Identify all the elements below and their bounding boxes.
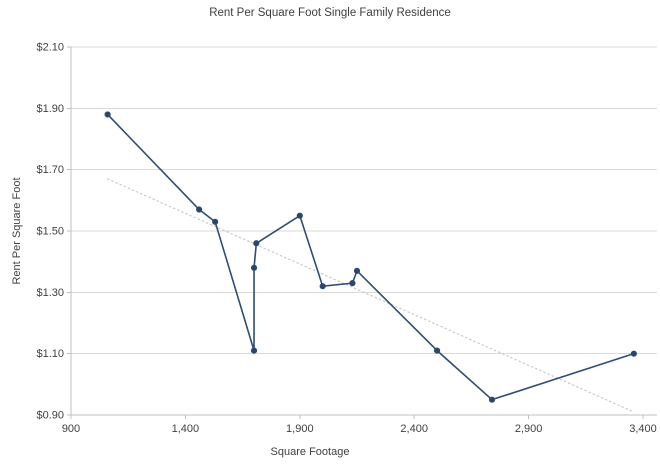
x-tick-label: 1,400	[172, 423, 200, 435]
chart-title: Rent Per Square Foot Single Family Resid…	[209, 7, 451, 19]
data-point	[196, 206, 203, 213]
y-tick-label: $0.90	[36, 410, 64, 422]
y-tick-label: $2.10	[36, 42, 64, 54]
y-tick-label: $1.70	[36, 164, 64, 176]
data-point	[319, 283, 326, 290]
trendline	[107, 178, 635, 413]
data-point	[630, 350, 637, 357]
data-point	[296, 212, 303, 219]
data-point	[212, 218, 219, 225]
data-point	[104, 111, 111, 118]
series-line	[107, 113, 635, 401]
data-point	[250, 347, 258, 354]
y-tick-label: $1.50	[36, 226, 64, 238]
x-tick-label: 3,400	[629, 423, 657, 435]
x-axis-title: Square Footage	[270, 446, 350, 458]
data-point	[349, 280, 356, 287]
x-tick-label: 2,900	[515, 423, 543, 435]
y-tick-label: $1.10	[36, 348, 64, 360]
data-point	[250, 264, 258, 271]
y-tick-label: $1.90	[36, 103, 64, 115]
x-tick-label: 900	[62, 423, 80, 435]
x-tick-label: 2,400	[400, 423, 428, 435]
data-point	[253, 240, 260, 247]
data-point	[353, 267, 361, 274]
data-point	[488, 396, 496, 403]
data-point	[433, 347, 441, 354]
x-tick-label: 1,900	[286, 423, 314, 435]
y-tick-label: $1.30	[36, 287, 64, 299]
